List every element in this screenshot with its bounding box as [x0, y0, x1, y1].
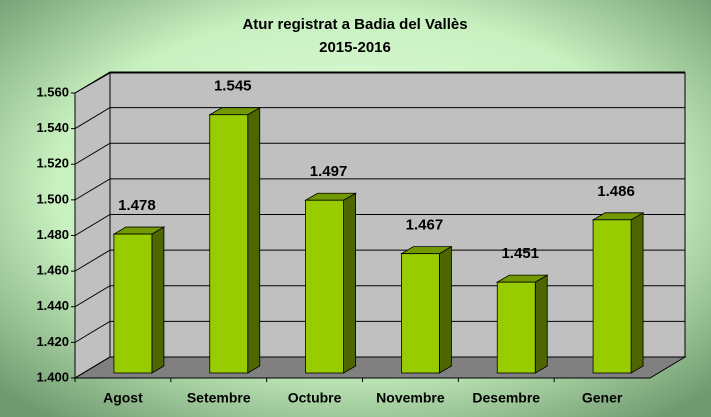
- value-label: 1.451: [501, 245, 539, 262]
- grid-line: [74, 178, 685, 201]
- grid-line: [74, 356, 685, 379]
- grid-line: [74, 285, 685, 308]
- bar: [209, 114, 249, 374]
- bar: [592, 219, 632, 374]
- value-label: 1.486: [597, 183, 635, 200]
- grid-line: [74, 142, 685, 165]
- bar-side: [151, 226, 165, 374]
- bar: [401, 253, 440, 374]
- bar: [113, 233, 153, 374]
- y-tick-label: 1.560: [36, 84, 69, 99]
- chart-title: Atur registrat a Badia del Vallès: [242, 16, 467, 33]
- value-label: 1.497: [310, 163, 348, 180]
- grid-line: [74, 71, 685, 94]
- y-tick-label: 1.480: [36, 227, 69, 242]
- bar-side: [247, 107, 261, 374]
- x-tick-label: Octubre: [288, 390, 342, 406]
- bar: [305, 199, 344, 374]
- y-tick-label: 1.460: [36, 263, 69, 278]
- x-tick-label: Setembre: [187, 390, 251, 406]
- y-tick-label: 1.440: [36, 298, 69, 313]
- y-tick-label: 1.400: [36, 369, 69, 384]
- value-label: 1.467: [406, 217, 444, 234]
- grid-line: [74, 320, 685, 343]
- value-label: 1.545: [214, 78, 252, 95]
- bar-side: [534, 274, 548, 374]
- value-label: 1.478: [118, 197, 156, 214]
- grid-line: [74, 249, 685, 272]
- x-tick-label: Novembre: [376, 390, 445, 406]
- y-tick-label: 1.520: [36, 156, 69, 171]
- bar-side: [343, 192, 356, 374]
- x-tick-label: Gener: [582, 390, 623, 406]
- chart-subtitle: 2015-2016: [319, 39, 391, 56]
- bar-side: [439, 245, 452, 374]
- y-tick-label: 1.540: [36, 120, 69, 135]
- grid-line: [74, 107, 685, 130]
- y-tick-label: 1.500: [36, 191, 69, 206]
- bar: [496, 281, 536, 374]
- x-tick-label: Desembre: [472, 390, 540, 406]
- bar-side: [630, 212, 644, 374]
- grid-line: [74, 214, 685, 236]
- y-tick-label: 1.420: [36, 334, 69, 349]
- x-tick-label: Agost: [103, 390, 143, 406]
